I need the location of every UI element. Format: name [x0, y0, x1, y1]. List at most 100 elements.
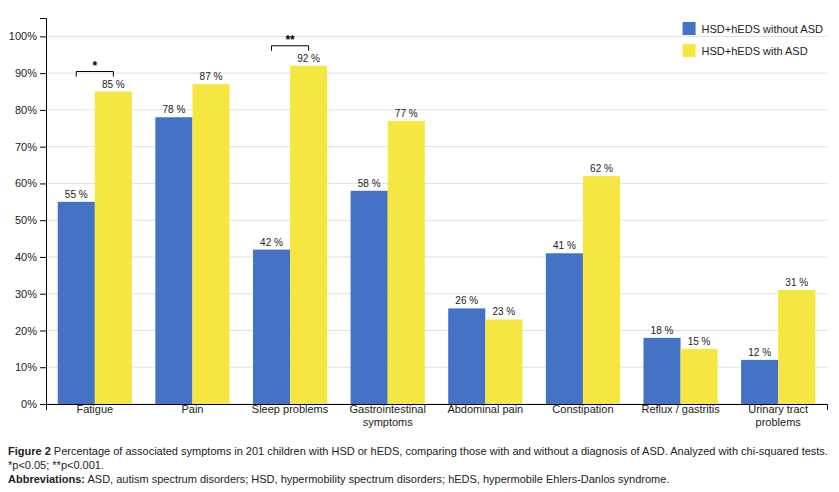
y-tick-label: 60%	[15, 177, 37, 189]
y-tick-label: 40%	[15, 251, 37, 263]
bar	[448, 308, 485, 404]
y-tick: 0%	[21, 398, 46, 410]
bar	[192, 84, 229, 404]
x-tick: Constipation	[552, 403, 613, 415]
data-label: 85 %	[102, 79, 125, 90]
legend-item: HSD+hEDS without ASD	[683, 22, 823, 35]
y-tick-label: 10%	[15, 361, 37, 373]
x-tick: Sleep problems	[252, 403, 329, 415]
data-label: 23 %	[492, 306, 515, 317]
bar	[155, 117, 192, 404]
bar	[681, 349, 718, 404]
x-tick-label: Abdominal pain	[447, 403, 523, 415]
data-label: 41 %	[553, 240, 576, 251]
legend-label: HSD+hEDS with ASD	[702, 45, 808, 57]
x-tick-label-line: Constipation	[552, 403, 613, 415]
x-tick: Reflux / gastritis	[641, 403, 720, 415]
grid-line	[46, 73, 827, 74]
y-tick: 50%	[15, 214, 46, 226]
bar	[546, 253, 583, 404]
data-label: 18 %	[651, 325, 674, 336]
y-tick-label: 0%	[21, 398, 37, 410]
x-tick-label: Urinary tractproblems	[748, 403, 808, 428]
y-tick-mark	[40, 183, 46, 184]
grid-line	[46, 36, 827, 37]
significance-mark: *	[92, 59, 97, 73]
y-tick: 40%	[15, 251, 46, 263]
x-tick-label-line: symptoms	[363, 416, 414, 428]
plot: 0% 10% 20% 30% 40% 50% 60% 70% 80% 90% 100% Fatigue…	[9, 19, 828, 428]
data-label: 12 %	[748, 347, 771, 358]
y-tick-mark	[40, 404, 46, 405]
series	[95, 66, 815, 404]
legend-label: HSD+hEDS without ASD	[702, 23, 823, 35]
bar	[583, 176, 620, 404]
x-tick-label: Pain	[181, 403, 203, 415]
significance-mark: **	[285, 33, 295, 47]
x-tick-label-line: Abdominal pain	[447, 403, 523, 415]
y-tick: 100%	[9, 30, 46, 42]
x-tick-label: Constipation	[552, 403, 613, 415]
y-tick-label: 50%	[15, 214, 37, 226]
y-tick-mark	[40, 110, 46, 111]
series	[58, 117, 778, 404]
caption-text: Figure 2	[8, 445, 51, 457]
caption-text: Percentage of associated symptoms in 201…	[51, 445, 828, 457]
caption-line: Figure 2 Percentage of associated sympto…	[8, 445, 828, 457]
bar	[253, 250, 290, 404]
data-label: 58 %	[358, 178, 381, 189]
y-tick: 20%	[15, 324, 46, 336]
y-tick: 90%	[15, 67, 46, 79]
x-tick-label-line: problems	[756, 416, 802, 428]
data-label: 78 %	[162, 104, 185, 115]
y-tick: 30%	[15, 288, 46, 300]
x-tick: Urinary tractproblems	[748, 403, 808, 428]
y-tick: 80%	[15, 104, 46, 116]
annotations: ***	[76, 33, 308, 77]
data-label: 15 %	[688, 336, 711, 347]
caption-line: *p<0.05; **p<0.001.	[8, 459, 104, 471]
y-tick-label: 70%	[15, 141, 37, 153]
data-label: 26 %	[455, 295, 478, 306]
data-label: 92 %	[297, 53, 320, 64]
data-label: 55 %	[65, 189, 88, 200]
x-tick-label-line: Gastrointestinal	[349, 403, 425, 415]
y-tick: 70%	[15, 141, 46, 153]
x-tick: Fatigue	[76, 403, 113, 415]
y-tick-label: 20%	[15, 324, 37, 336]
y-tick: 10%	[15, 361, 46, 373]
bar	[58, 202, 95, 404]
y-tick-mark	[40, 330, 46, 331]
bar	[351, 191, 388, 404]
y-tick-mark	[40, 257, 46, 258]
chart: Figure 2 Percentage of associated sympto…	[0, 0, 839, 492]
bar	[643, 338, 680, 404]
bars	[58, 66, 816, 404]
y-tick-label: 90%	[15, 67, 37, 79]
x-tick: Gastrointestinalsymptoms	[349, 403, 425, 428]
x-tick-label: Gastrointestinalsymptoms	[349, 403, 425, 428]
legend: HSD+hEDS without ASD HSD+hEDS with ASD	[683, 22, 823, 57]
data-label: 62 %	[590, 163, 613, 174]
x-tick-label: Reflux / gastritis	[641, 403, 720, 415]
y-tick-mark	[40, 36, 46, 37]
caption-text: ASD, autism spectrum disorders; HSD, hyp…	[85, 473, 669, 485]
y-tick-label: 80%	[15, 104, 37, 116]
y-tick-mark	[40, 367, 46, 368]
x-tick-label-line: Fatigue	[76, 403, 113, 415]
data-label: 42 %	[260, 237, 283, 248]
y-tick: 60%	[15, 177, 46, 189]
y-tick-mark	[40, 147, 46, 148]
legend-swatch	[683, 44, 696, 57]
bar	[485, 319, 522, 404]
caption-text: *p<0.05; **p<0.001.	[8, 459, 104, 471]
y-tick-mark	[40, 220, 46, 221]
x-tick-label-line: Pain	[181, 403, 203, 415]
legend-swatch	[683, 22, 696, 35]
data-labels: 55 %78 %42 %58 %26 %41 %18 %12 %85 %87 %…	[65, 53, 808, 358]
x-axis: Fatigue Pain Sleep problems Gastrointestina…	[47, 403, 828, 428]
bar	[95, 92, 132, 404]
x-tick-label-line: Sleep problems	[252, 403, 329, 415]
y-tick-mark	[40, 294, 46, 295]
caption-line: Abbreviations: ASD, autism spectrum diso…	[8, 473, 669, 485]
